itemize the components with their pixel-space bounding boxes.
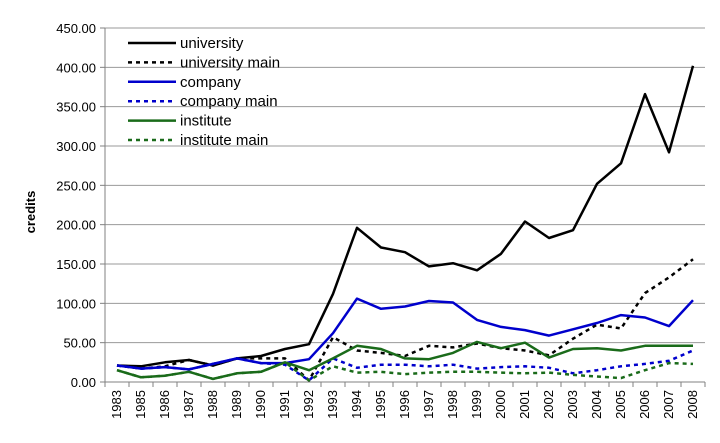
x-tick-label: 2000 [493, 390, 508, 419]
x-tick-label: 1993 [325, 390, 340, 419]
y-tick-label: 100.00 [56, 296, 96, 311]
legend-label: institute main [180, 132, 268, 149]
legend-label: company main [180, 93, 278, 110]
y-axis-title: credits [23, 191, 38, 234]
y-tick-label: 250.00 [56, 178, 96, 193]
x-tick-label: 1986 [157, 390, 172, 419]
y-tick-label: 200.00 [56, 218, 96, 233]
x-tick-label: 1988 [205, 390, 220, 419]
x-tick-label: 2002 [541, 390, 556, 419]
series-line-institute-main [116, 361, 694, 382]
y-tick-label: 450.00 [56, 21, 96, 36]
y-tick-label: 0.00 [71, 375, 96, 390]
x-tick-label: 1990 [253, 390, 268, 419]
x-tick-label: 1998 [445, 390, 460, 419]
gridlines [105, 27, 705, 344]
axes: 0.00 50.00 100.00 150.00 200.00 250.00 300.00 3… [56, 21, 706, 419]
legend-label: institute [180, 113, 232, 130]
series-line-institute [116, 340, 693, 381]
x-tick-label: 1991 [277, 390, 292, 419]
x-tick-label: 1985 [133, 390, 148, 419]
x-tick-label: 2003 [565, 390, 580, 419]
x-tick-label: 2008 [685, 390, 700, 419]
series-line-university-main [116, 258, 694, 382]
x-tick-label: 2001 [517, 390, 532, 419]
series-line-company-main [116, 349, 694, 382]
x-tick-label: 1999 [469, 390, 484, 419]
y-tick-label: 350.00 [56, 100, 96, 115]
x-tick-label: 2007 [661, 390, 676, 419]
x-tick-label: 1997 [421, 390, 436, 419]
y-tick-label: 50.00 [63, 336, 96, 351]
x-tick-label: 2005 [613, 390, 628, 419]
legend-label: company [180, 74, 241, 91]
y-tick-label: 150.00 [56, 257, 96, 272]
x-tick-label: 1996 [397, 390, 412, 419]
x-tick-label: 1992 [301, 390, 316, 419]
y-tick-label: 400.00 [56, 60, 96, 75]
legend-label: university main [180, 54, 280, 71]
x-tick-label: 1987 [181, 390, 196, 419]
legend-label: university [180, 35, 244, 52]
x-tick-label: 1983 [109, 390, 124, 419]
x-tick-label: 1994 [349, 390, 364, 419]
series-lines [116, 65, 695, 382]
x-tick-label: 2004 [589, 390, 604, 419]
x-tick-label: 1995 [373, 390, 388, 419]
series-line-university [116, 65, 695, 368]
x-tick-label: 1989 [229, 390, 244, 419]
x-tick-label: 2006 [637, 390, 652, 419]
legend: university university main company company … [128, 35, 280, 149]
y-tick-label: 300.00 [56, 139, 96, 154]
